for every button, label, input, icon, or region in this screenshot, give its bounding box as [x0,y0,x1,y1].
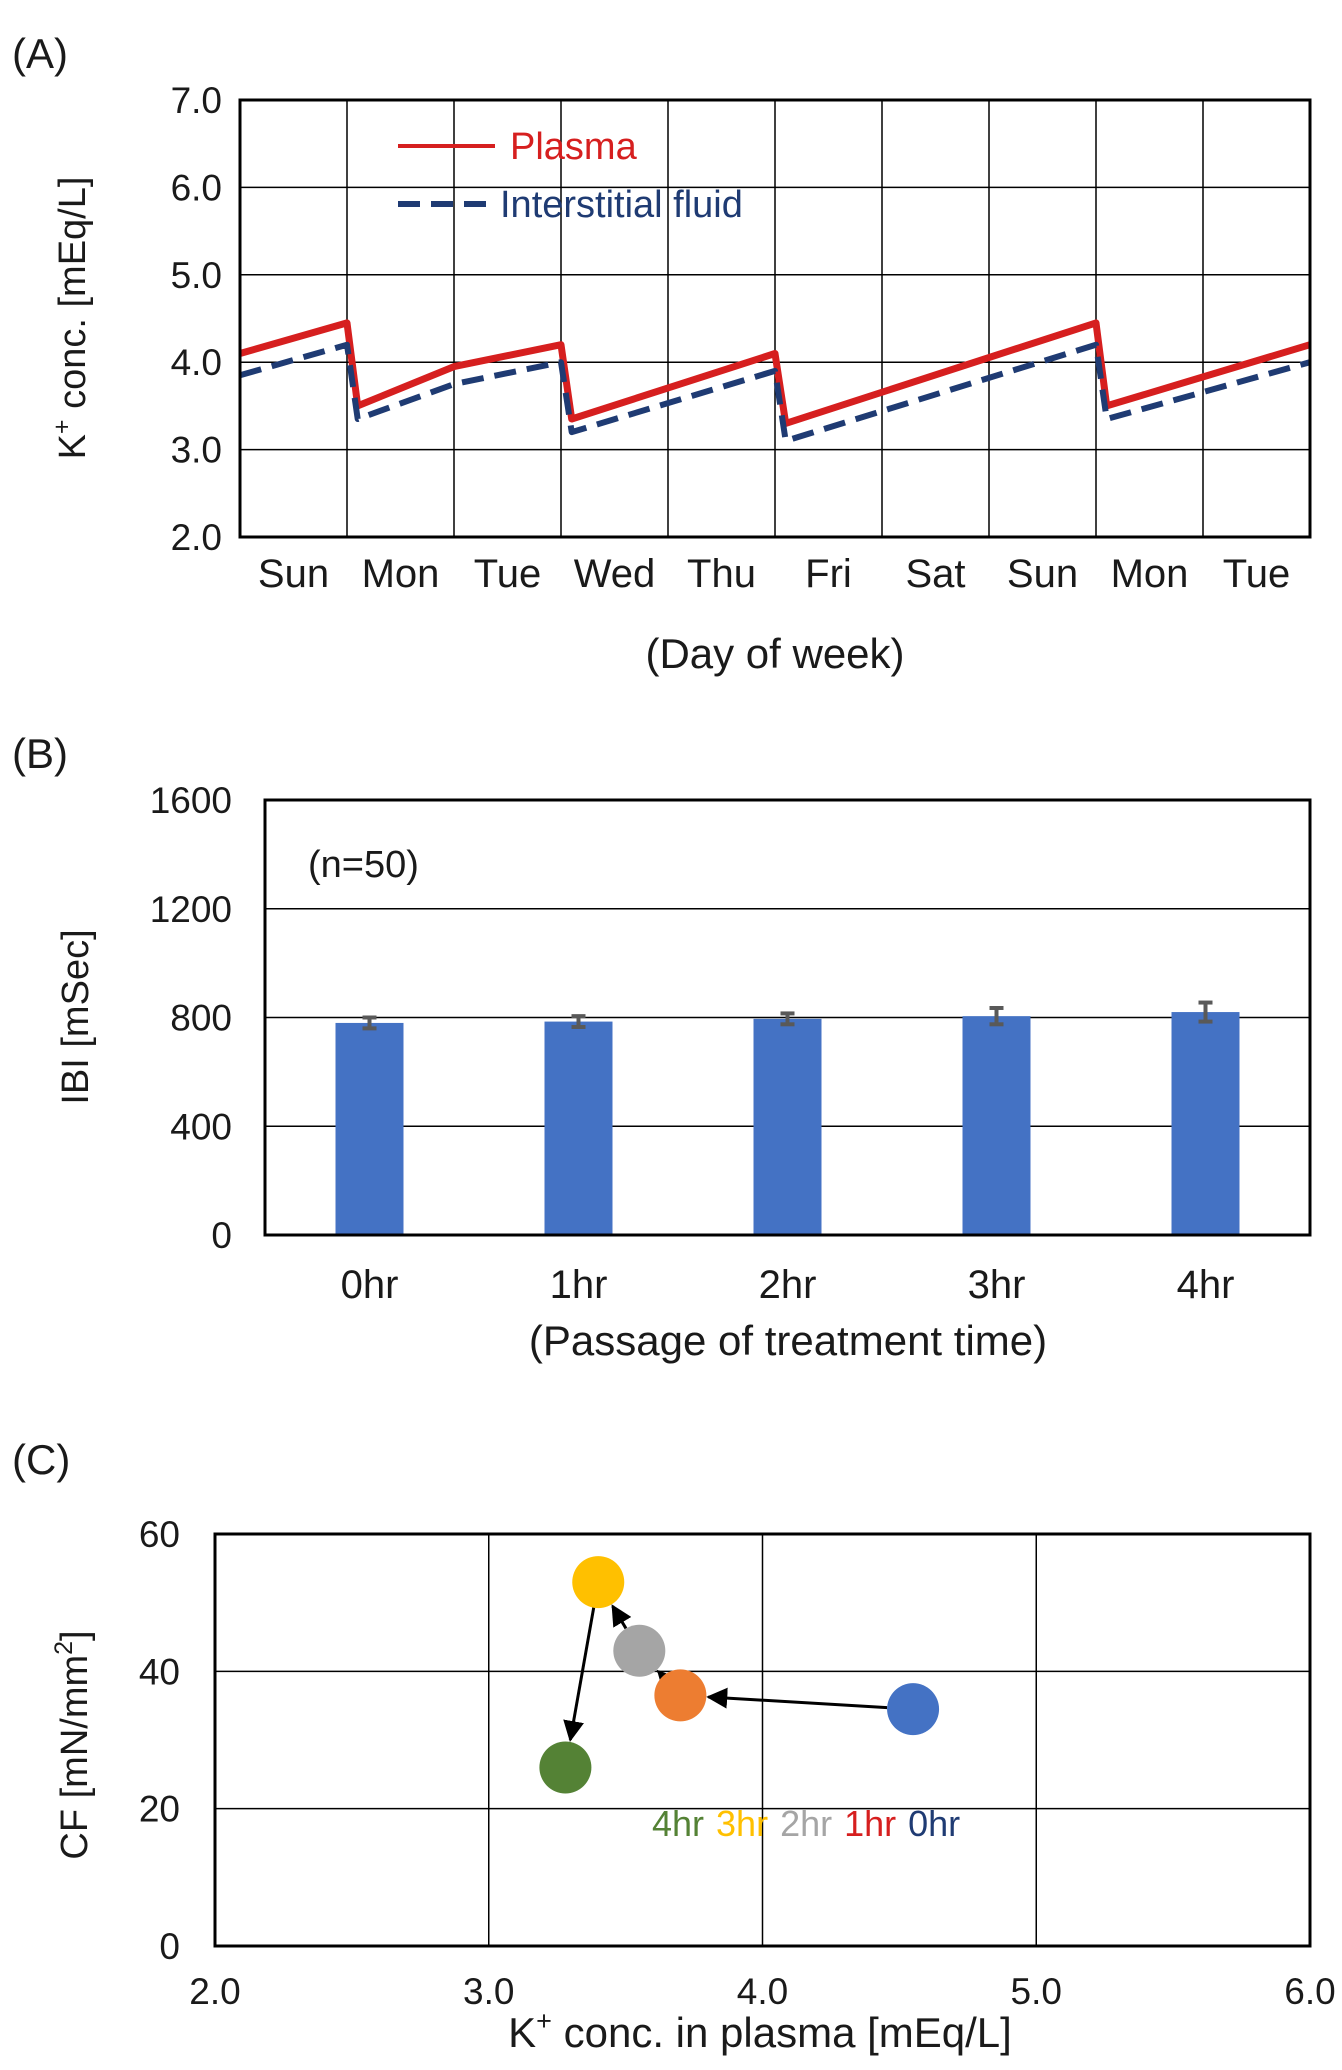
panel-a-y-tick-label: 5.0 [171,255,222,296]
panel-b-x-tick-label: 1hr [550,1263,608,1307]
panel-b-y-tick-label: 1600 [150,780,232,821]
panel-a-x-tick-label: Sun [258,552,329,596]
point-1hr [654,1669,707,1722]
panel-a-series [239,319,1312,444]
panel-a: (A) 2.0 3.0 4.0 5.0 6.0 7.0 Sun Mon Tue Wed Thu Fr… [12,30,1312,677]
panel-c-y-tick-label: 0 [159,1926,180,1967]
panel-c-x-tick-label: 2.0 [189,1971,240,2012]
bar-4hr [1171,1012,1240,1235]
panel-c-arrows [563,1604,888,1742]
panel-c-time-labels: 4hr 3hr 2hr 1hr 0hr [652,1803,960,1844]
panel-c-x-tick-label: 3.0 [463,1971,514,2012]
panel-a-x-tick-label: Tue [474,552,541,596]
panel-b-y-tick-label: 1200 [150,889,232,930]
panel-c-y-tick-label: 20 [139,1789,180,1830]
panel-b-x-tick-label: 4hr [1177,1263,1235,1307]
legend-interstitial-label: Interstitial fluid [500,184,743,226]
arrow-1hr-to-2hr [656,1669,679,1693]
panel-c: (C) 0 20 40 60 2.0 3.0 4.0 5.0 6.0 4hr 3hr 2hr 1hr… [12,1436,1336,2056]
panel-c-points [539,1556,940,1794]
arrow-2hr-to-3hr [611,1604,632,1630]
time-label-3hr: 3hr [716,1803,768,1844]
panel-c-y-axis-label: CF [mN/mm2] [50,1630,96,1859]
panel-a-x-ticks: Sun Mon Tue Wed Thu Fri Sat Sun Mon Tue [258,552,1290,596]
time-label-2hr: 2hr [780,1803,832,1844]
panel-b-y-ticks: 0 400 800 1200 1600 [150,780,232,1256]
panel-c-x-tick-label: 4.0 [737,1971,788,2012]
panel-b-plot-frame [263,798,1312,1237]
panel-a-y-tick-label: 7.0 [171,80,222,121]
panel-a-grid [240,99,1310,538]
panel-c-grid [214,1533,1311,1947]
arrow-3hr-to-4hr [563,1607,596,1742]
panel-a-x-tick-label: Sat [905,552,965,596]
time-label-0hr: 0hr [908,1803,960,1844]
panel-c-x-axis-label: K+ conc. in plasma [mEq/L] [508,2006,1012,2056]
point-2hr [613,1624,666,1677]
panel-a-plot-frame [238,98,1312,539]
panel-b-y-axis-label: IBI [mSec] [55,929,97,1104]
panel-b-x-axis-label: (Passage of treatment time) [529,1317,1047,1364]
panel-a-x-axis-label: (Day of week) [645,630,904,677]
panel-a-x-tick-label: Thu [687,552,756,596]
panel-b-x-ticks: 0hr 1hr 2hr 3hr 4hr [341,1263,1235,1307]
panel-b-y-tick-label: 800 [170,998,232,1039]
panel-a-x-tick-label: Tue [1223,552,1290,596]
panel-c-x-tick-label: 5.0 [1011,1971,1062,2012]
panel-a-y-tick-label: 2.0 [171,517,222,558]
panel-a-x-tick-label: Mon [362,552,440,596]
point-4hr [539,1741,592,1794]
panel-b-y-tick-label: 400 [170,1106,232,1147]
panel-b-x-tick-label: 2hr [759,1263,817,1307]
panel-b-x-tick-label: 3hr [968,1263,1026,1307]
panel-b-annotation: (n=50) [308,844,419,886]
panel-b-y-tick-label: 0 [211,1215,232,1256]
panel-c-y-ticks: 0 20 40 60 [139,1514,180,1967]
panel-c-plot-frame [213,1532,1312,1948]
panel-a-legend: Plasma Interstitial fluid [398,126,743,226]
panel-a-y-ticks: 2.0 3.0 4.0 5.0 6.0 7.0 [171,80,222,558]
panel-c-y-tick-label: 60 [139,1514,180,1555]
panel-c-x-tick-label: 6.0 [1284,1971,1335,2012]
panel-b-x-tick-label: 0hr [341,1263,399,1307]
panel-a-label: (A) [12,30,68,77]
panel-b: (B) 0 400 800 1200 1600 0hr 1hr 2hr 3hr 4hr (n=5… [12,730,1312,1364]
bar-3hr [962,1016,1031,1235]
bar-2hr [753,1018,822,1235]
panel-b-bars [335,1000,1240,1235]
panel-a-x-tick-label: Wed [574,552,656,596]
panel-a-y-tick-label: 3.0 [171,430,222,471]
panel-a-x-tick-label: Fri [805,552,852,596]
panel-c-y-tick-label: 40 [139,1651,180,1692]
panel-a-y-axis-label: K+ conc. [mEq/L] [48,177,94,460]
legend-plasma-label: Plasma [510,126,638,168]
panel-c-x-ticks: 2.0 3.0 4.0 5.0 6.0 [189,1971,1335,2012]
arrow-0hr-to-1hr [706,1687,888,1710]
panel-c-label: (C) [12,1436,70,1483]
bar-0hr [335,1022,404,1235]
time-label-4hr: 4hr [652,1803,704,1844]
series-line-interstitial-fluid [239,341,1311,444]
panel-a-y-tick-label: 4.0 [171,342,222,383]
point-0hr [887,1683,940,1736]
panel-b-label: (B) [12,730,68,777]
time-label-1hr: 1hr [844,1803,896,1844]
panel-a-x-tick-label: Mon [1111,552,1189,596]
panel-a-x-tick-label: Sun [1007,552,1078,596]
bar-1hr [544,1021,613,1235]
panel-a-y-tick-label: 6.0 [171,167,222,208]
point-3hr [572,1556,625,1609]
